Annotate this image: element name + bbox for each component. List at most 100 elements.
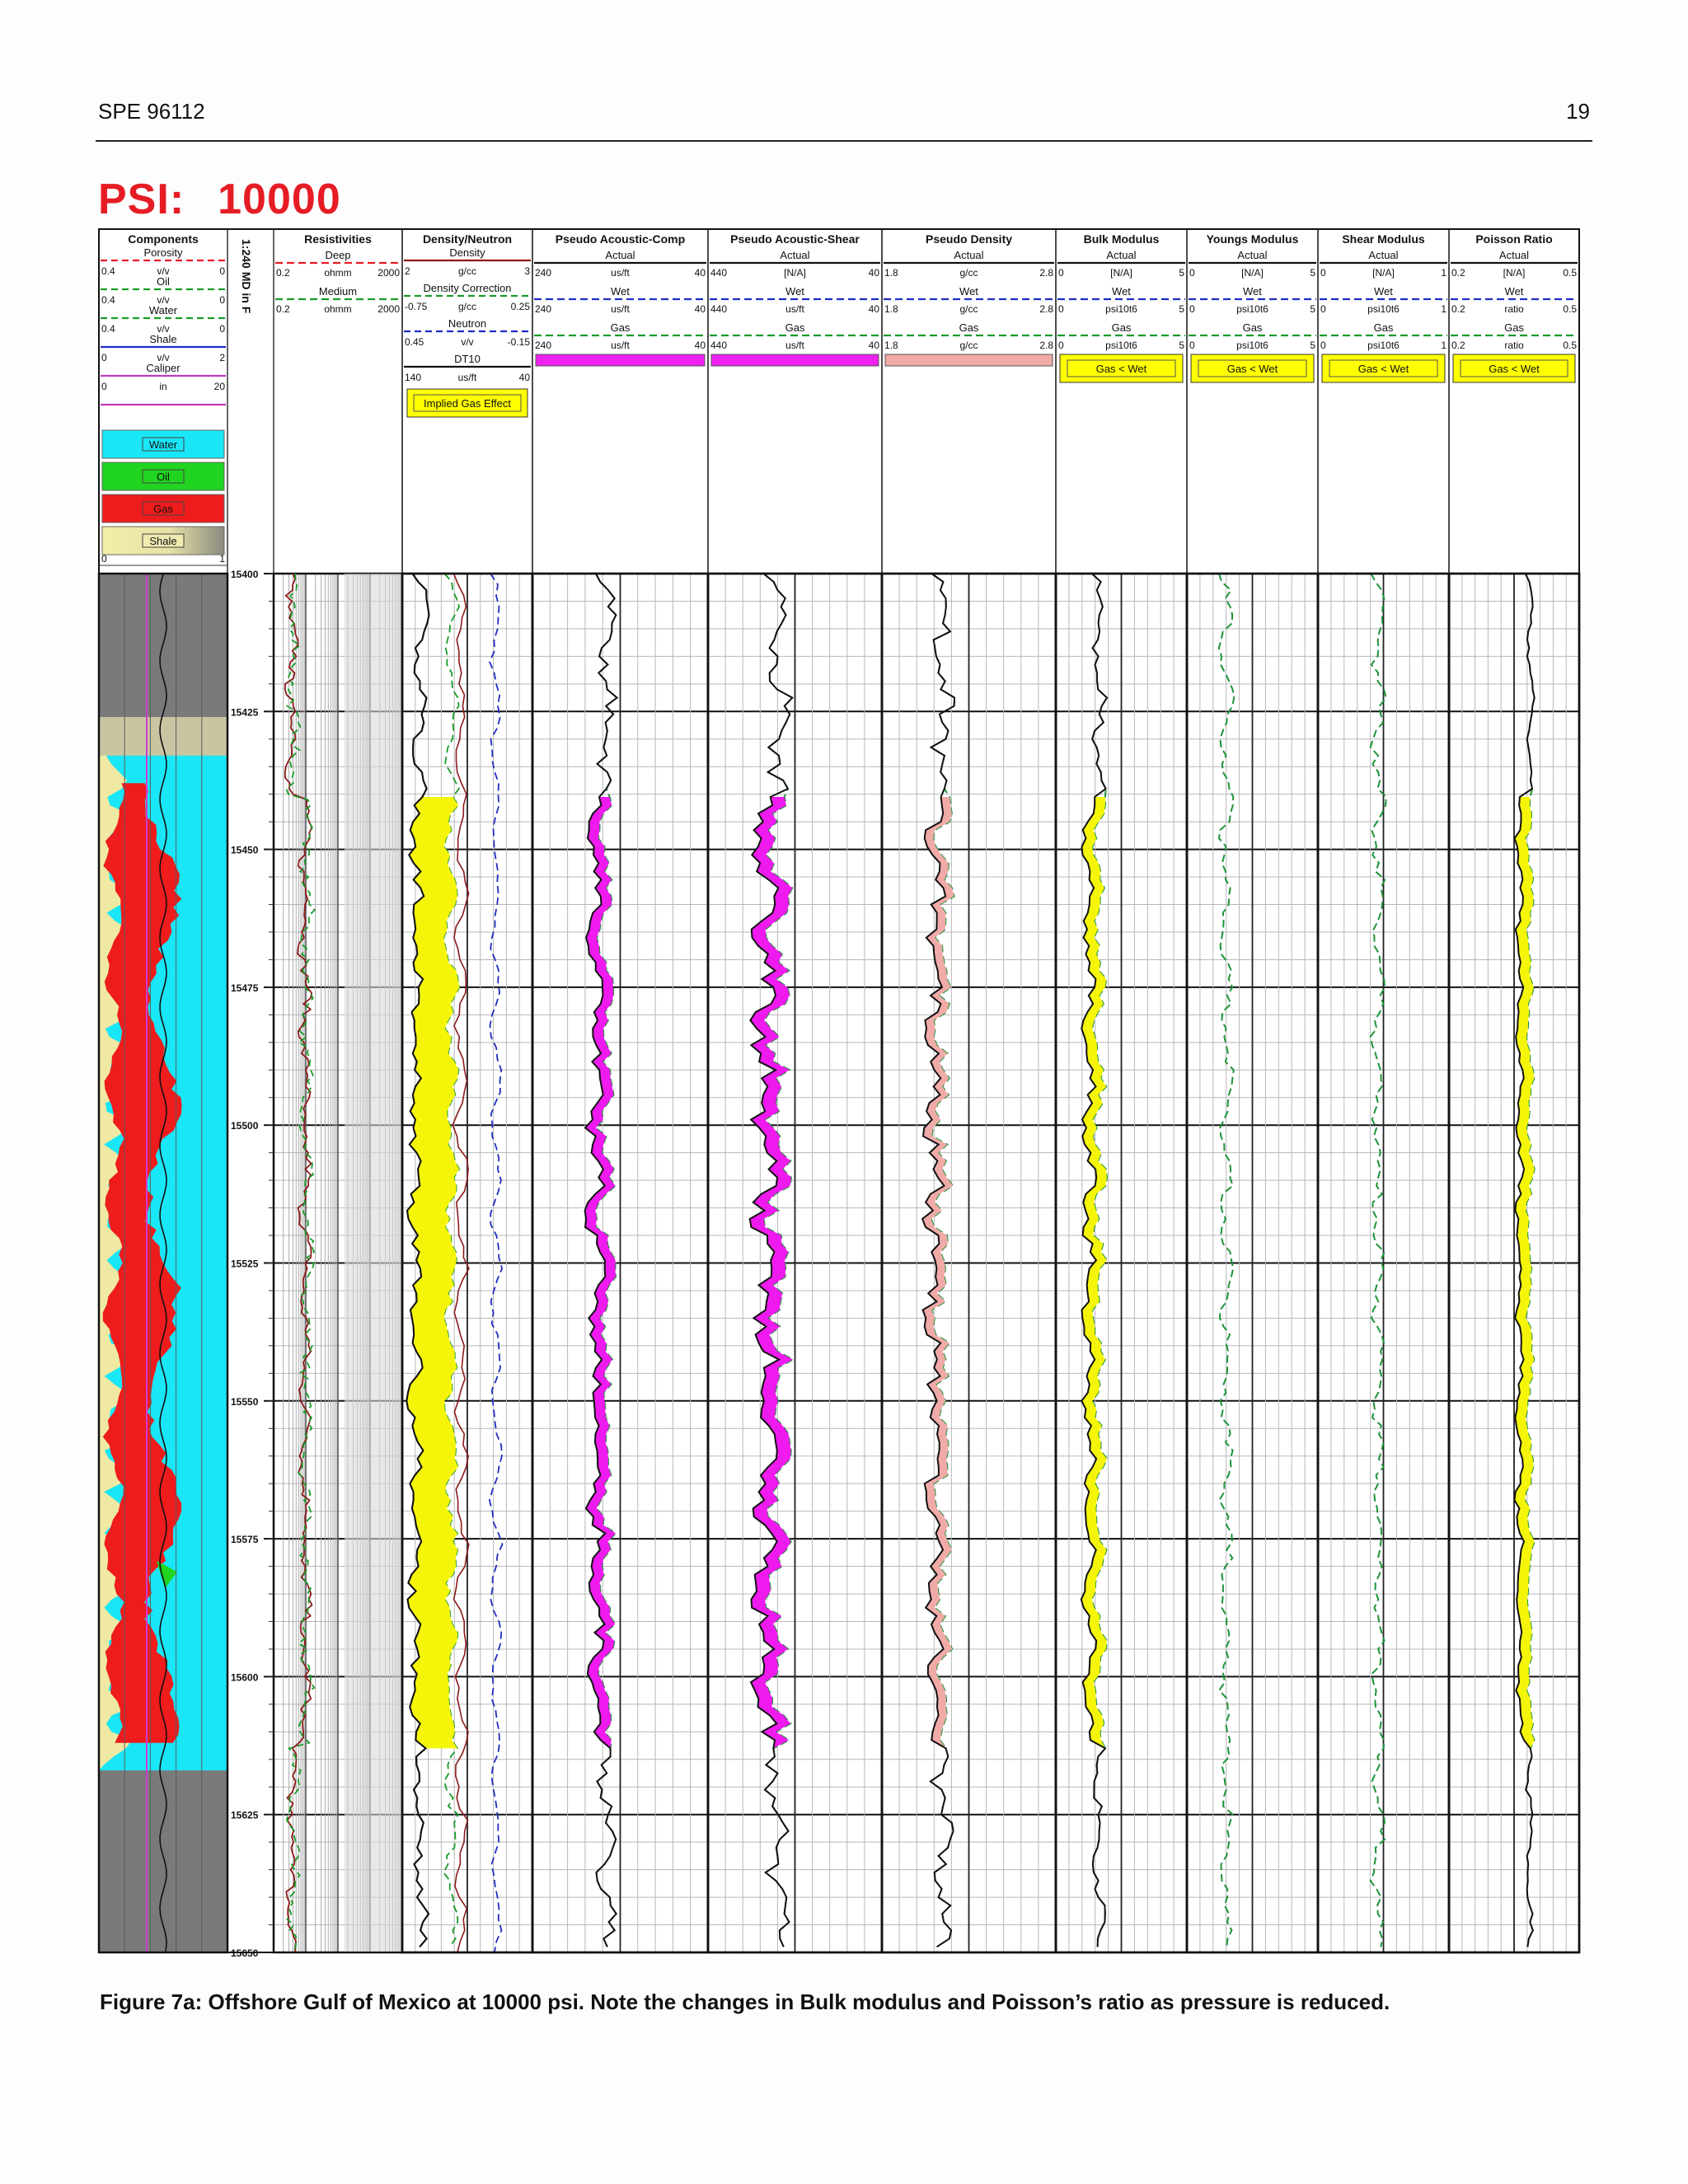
curve-name: Oil bbox=[157, 275, 170, 288]
medium-resistivity-curve bbox=[285, 573, 316, 1953]
gas-wet-button bbox=[1190, 354, 1315, 383]
legend-label-shale: Shale bbox=[149, 535, 176, 547]
psi-title-label: PSI: bbox=[98, 176, 185, 223]
fill-swatch bbox=[710, 354, 879, 367]
scale-max: 0.25 bbox=[511, 301, 531, 312]
curve-name: Gas bbox=[785, 321, 805, 334]
psi-title-value: 10000 bbox=[218, 176, 341, 223]
scale-unit: [N/A] bbox=[1241, 267, 1264, 279]
track-poisson-ratioheader: Poisson Ratio Actual 0.2 [N/A] 0.5 Wet 0.2 rati… bbox=[1448, 228, 1580, 574]
gas-wet-inner bbox=[1198, 359, 1307, 377]
scale-max: 0.5 bbox=[1563, 340, 1577, 351]
scale-unit: g/cc bbox=[959, 340, 978, 351]
curve-name: Actual bbox=[1106, 249, 1136, 261]
curve-name: Gas bbox=[1243, 321, 1263, 334]
scale-max: 0 bbox=[219, 323, 225, 335]
scale-unit: psi10t6 bbox=[1367, 340, 1400, 351]
resistivity-shade bbox=[344, 574, 402, 1952]
curve-name: Porosity bbox=[144, 246, 183, 259]
gas-curve bbox=[762, 573, 795, 1947]
fill-swatch bbox=[535, 354, 706, 367]
components-title: Components bbox=[128, 232, 199, 246]
curve-name: Water bbox=[149, 304, 178, 316]
scale-min: 240 bbox=[535, 340, 551, 351]
track-bulk-modulusheader-title: Bulk Modulus bbox=[1084, 232, 1160, 246]
gas-curve bbox=[1369, 573, 1387, 1947]
legend-label-box bbox=[142, 469, 185, 484]
gas-wet-label: Gas < Wet bbox=[1358, 363, 1409, 375]
implied-gas-effect-fill bbox=[406, 797, 460, 1749]
scale-min: 0 bbox=[1320, 303, 1326, 315]
curve-name: Shale bbox=[149, 333, 176, 345]
track-shear-modulusheader-title: Shear Modulus bbox=[1342, 232, 1425, 246]
depth-tick-label: 15525 bbox=[231, 1258, 259, 1270]
track-poisson-ratioheader-title: Poisson Ratio bbox=[1475, 232, 1552, 246]
gas-wet-inner bbox=[1067, 359, 1176, 377]
scale-min: 1.8 bbox=[884, 267, 898, 279]
gas-wet-button bbox=[1059, 354, 1184, 383]
fill-swatch bbox=[884, 354, 1053, 367]
scale-min: 240 bbox=[535, 267, 551, 279]
figure-caption: Figure 7a: Offshore Gulf of Mexico at 10… bbox=[100, 1990, 1390, 2014]
curve-name: Gas bbox=[1112, 321, 1132, 334]
scale-unit: [N/A] bbox=[1503, 267, 1526, 279]
scale-min: 0.45 bbox=[405, 336, 424, 348]
scale-max: 5 bbox=[1179, 303, 1184, 315]
density-neutron-curves bbox=[401, 572, 534, 1954]
track-pseudo-acoustic-compheader-title: Pseudo Acoustic-Comp bbox=[556, 232, 685, 246]
depth-tick-label: 15425 bbox=[231, 706, 259, 718]
scale-unit: us/ft bbox=[785, 303, 804, 315]
track-shear-modulusheader: Shear Modulus Actual 0 [N/A] 1 Wet 0 psi10t6 1 Ga… bbox=[1317, 228, 1450, 574]
curve-name: Medium bbox=[319, 285, 357, 298]
components-scale-min: 0 bbox=[101, 553, 107, 565]
scale-unit: ohmm bbox=[324, 303, 351, 315]
porosity-curve bbox=[159, 573, 167, 1953]
scale-unit: v/v bbox=[461, 336, 473, 348]
page-header-left: SPE 96112 bbox=[98, 99, 205, 124]
deep-resistivity-curve bbox=[284, 573, 313, 1953]
density-neutron-title: Density/Neutron bbox=[423, 232, 512, 246]
depth-tick-label: 15500 bbox=[231, 1120, 259, 1132]
curve-name: Wet bbox=[1243, 285, 1262, 298]
scale-max: 5 bbox=[1179, 340, 1184, 351]
depth-tick-label: 15450 bbox=[231, 845, 259, 856]
actual-curve bbox=[1080, 573, 1109, 1947]
scale-max: 5 bbox=[1310, 267, 1315, 279]
scale-min: 0 bbox=[1320, 340, 1326, 351]
scale-unit: [N/A] bbox=[1372, 267, 1395, 279]
curve-name: Wet bbox=[611, 285, 630, 298]
depth-tick-label: 15400 bbox=[231, 569, 259, 580]
gas-wet-button bbox=[1452, 354, 1576, 383]
gas-wet-label: Gas < Wet bbox=[1096, 363, 1147, 375]
page-number: 19 bbox=[1566, 99, 1590, 124]
curve-name: Gas bbox=[611, 321, 631, 334]
resistivity-curves bbox=[284, 573, 402, 1953]
scale-unit: us/ft bbox=[611, 340, 630, 351]
gas-curve bbox=[1217, 573, 1236, 1947]
curve-name: Actual bbox=[605, 249, 635, 261]
components-scale-max: 1 bbox=[219, 553, 225, 565]
neutron-curve bbox=[488, 573, 504, 1953]
curve-name: Caliper bbox=[146, 362, 181, 374]
scale-unit: in bbox=[159, 381, 166, 392]
scale-max: 40 bbox=[695, 340, 706, 351]
depth-tick-label: 15575 bbox=[231, 1534, 259, 1545]
scale-max: 2.8 bbox=[1039, 303, 1053, 315]
scale-max: 2.8 bbox=[1039, 340, 1053, 351]
scale-max: 2.8 bbox=[1039, 267, 1053, 279]
implied-gas-effect-inner bbox=[413, 394, 522, 412]
scale-min: 0 bbox=[1189, 303, 1195, 315]
scale-max: 1 bbox=[1441, 340, 1447, 351]
scale-min: 240 bbox=[535, 303, 551, 315]
scale-unit: v/v bbox=[157, 265, 169, 277]
scale-min: 0.2 bbox=[276, 267, 290, 279]
curve-name: Deep bbox=[325, 249, 350, 261]
curve-name: Density bbox=[449, 246, 485, 259]
track-pseudo-acoustic-shearheader-title: Pseudo Acoustic-Shear bbox=[730, 232, 860, 246]
scale-max: 0 bbox=[219, 294, 225, 306]
scale-unit: us/ft bbox=[785, 340, 804, 351]
scale-max: 0.5 bbox=[1563, 267, 1577, 279]
scale-max: 40 bbox=[869, 267, 880, 279]
scale-min: 440 bbox=[710, 340, 727, 351]
